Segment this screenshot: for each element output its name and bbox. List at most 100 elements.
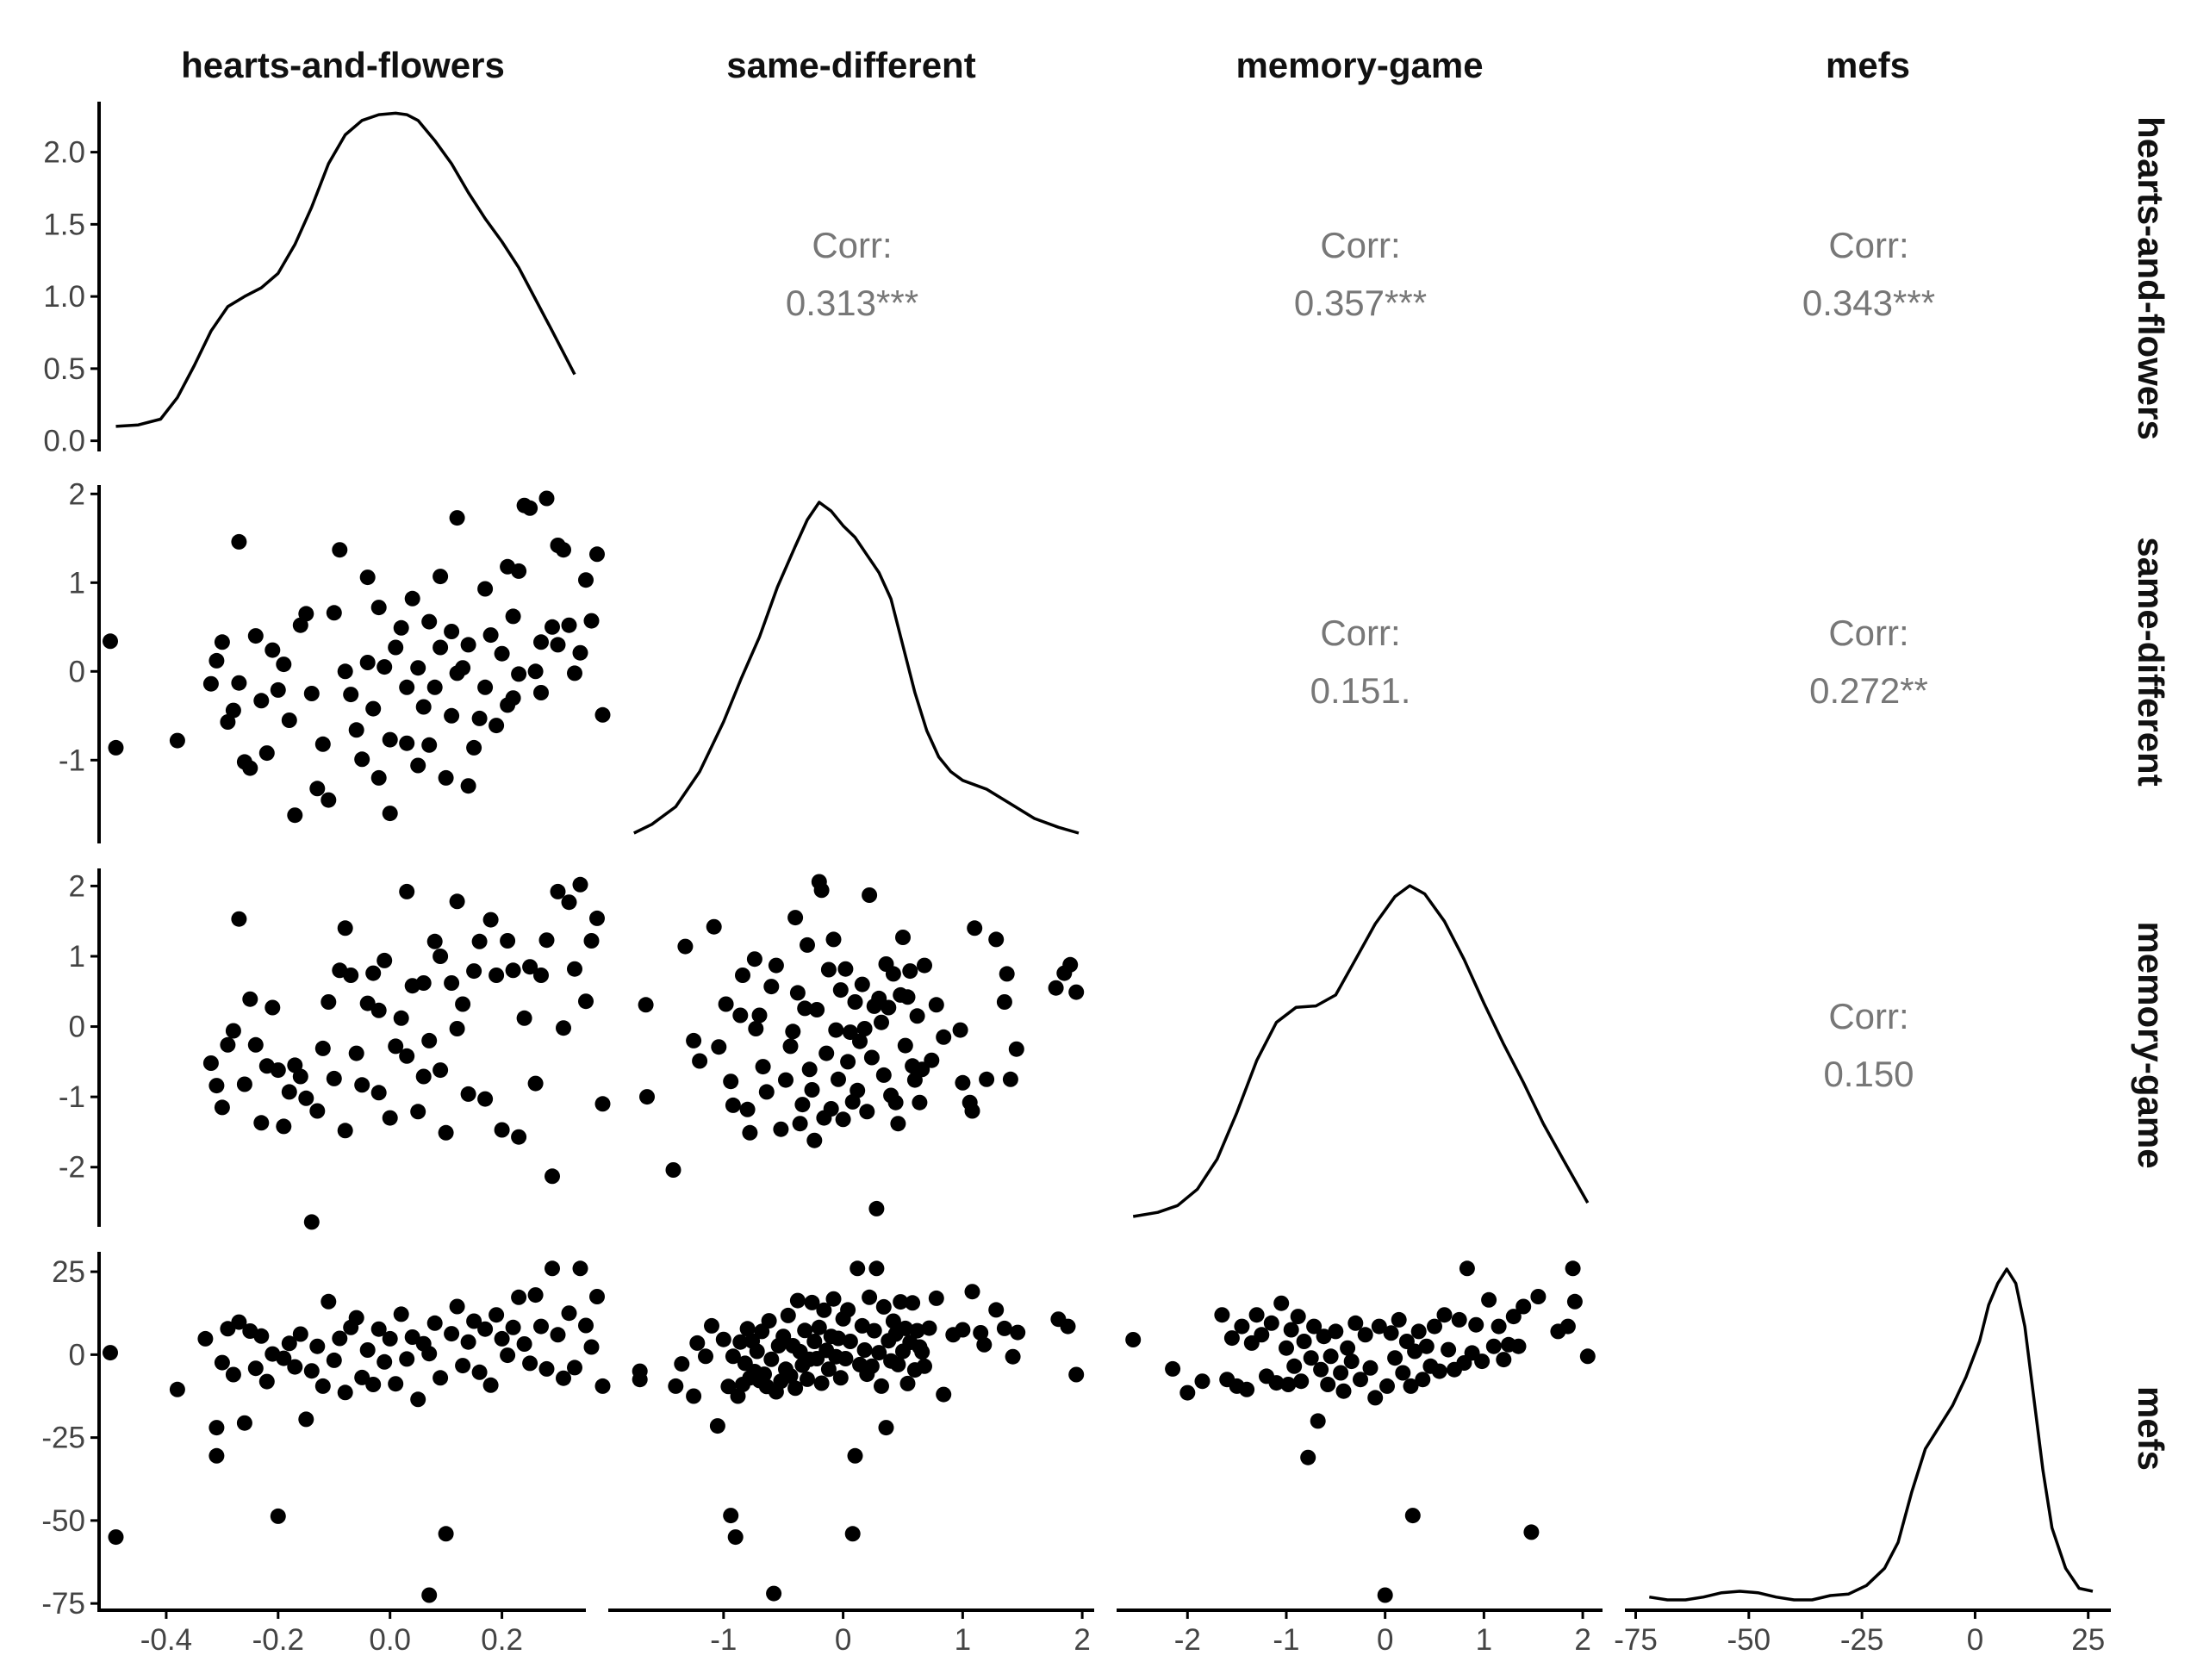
scatter-point xyxy=(837,1351,854,1366)
scatter-point xyxy=(1353,1372,1368,1388)
scatter-point xyxy=(589,546,605,563)
corr-label: Corr: xyxy=(1320,613,1400,653)
scatter-point xyxy=(874,1014,889,1030)
scatter-point xyxy=(1357,1327,1373,1343)
scatter-point xyxy=(236,1415,252,1431)
scatter-panel xyxy=(1125,1260,1596,1603)
y-tick-label: 0 xyxy=(69,1338,85,1372)
scatter-point xyxy=(1474,1353,1491,1370)
scatter-point xyxy=(287,807,303,824)
scatter-point xyxy=(348,1045,364,1061)
scatter-point xyxy=(1320,1377,1336,1392)
y-tick-label: 2 xyxy=(69,477,85,511)
scatter-point xyxy=(976,1336,993,1353)
scatter-point xyxy=(399,883,415,899)
scatter-point xyxy=(905,1295,921,1311)
scatter-point xyxy=(214,1099,230,1116)
scatter-point xyxy=(292,617,308,633)
scatter-point xyxy=(739,1101,756,1117)
scatter-point xyxy=(370,600,387,616)
corr-value: 0.357*** xyxy=(1294,283,1427,323)
scatter-point xyxy=(718,996,734,1012)
scatter-point xyxy=(556,1020,571,1036)
scatter-point xyxy=(844,1526,861,1542)
scatter-point xyxy=(1273,1295,1290,1311)
scatter-point xyxy=(399,735,415,751)
scatter-point xyxy=(214,634,230,650)
x-tick-label: 0 xyxy=(1967,1623,1983,1657)
scatter-point xyxy=(804,1082,820,1098)
scatter-point xyxy=(511,666,527,682)
scatter-point xyxy=(787,910,804,926)
scatter-point xyxy=(460,778,476,794)
scatter-point xyxy=(433,1370,449,1386)
scatter-point xyxy=(885,1313,901,1329)
scatter-point xyxy=(837,961,854,977)
scatter-point xyxy=(292,1068,308,1085)
scatter-point xyxy=(698,1348,713,1365)
scatter-point xyxy=(247,1036,264,1053)
scatter-point xyxy=(782,1038,799,1055)
scatter-point xyxy=(1280,1377,1297,1392)
scatter-point xyxy=(208,652,225,669)
scatter-point xyxy=(594,1096,611,1112)
scatter-point xyxy=(1303,1350,1319,1366)
scatter-point xyxy=(382,806,398,822)
scatter-point xyxy=(550,883,566,899)
scatter-panel xyxy=(638,874,1085,1216)
scatter-point xyxy=(902,963,918,980)
scatter-point xyxy=(298,1090,314,1106)
scatter-point xyxy=(715,1331,731,1347)
scatter-point xyxy=(477,1321,494,1337)
scatter-point xyxy=(433,949,449,964)
scatter-point xyxy=(449,1021,465,1036)
scatter-point xyxy=(852,1033,868,1049)
scatter-point xyxy=(303,1214,320,1230)
scatter-point xyxy=(421,1587,438,1603)
scatter-point xyxy=(421,613,438,630)
scatter-point xyxy=(220,1036,236,1053)
scatter-point xyxy=(421,737,438,753)
scatter-point xyxy=(996,994,1012,1010)
scatter-point xyxy=(1441,1341,1457,1358)
scatter-point xyxy=(359,655,376,670)
scatter-point xyxy=(270,1508,286,1524)
scatter-point xyxy=(382,1110,398,1126)
scatter-point xyxy=(725,1348,741,1365)
x-tick-label: 0.0 xyxy=(369,1623,411,1657)
scatter-point xyxy=(309,781,326,797)
scatter-point xyxy=(265,642,281,658)
scatter-point xyxy=(809,1002,825,1017)
scatter-point xyxy=(594,1378,611,1394)
scatter-point xyxy=(806,1334,823,1349)
scatter-point xyxy=(816,1302,832,1318)
scatter-point xyxy=(494,1330,510,1347)
scatter-point xyxy=(426,1315,443,1331)
scatter-point xyxy=(354,751,370,768)
scatter-point xyxy=(545,1168,560,1185)
scatter-point xyxy=(265,999,281,1016)
scatter-point xyxy=(298,1411,314,1428)
scatter-point xyxy=(337,663,353,680)
scatter-point xyxy=(208,1078,225,1094)
scatter-point xyxy=(326,605,342,621)
scatter-point xyxy=(895,930,911,945)
scatter-point xyxy=(231,1314,247,1330)
scatter-point xyxy=(1523,1524,1540,1540)
x-tick-label: 2 xyxy=(1074,1623,1090,1657)
scatter-point xyxy=(253,1115,270,1131)
scatter-panel xyxy=(202,876,611,1230)
x-tick-label: -1 xyxy=(1273,1623,1299,1657)
scatter-point xyxy=(850,1082,866,1098)
scatter-point xyxy=(856,1021,873,1036)
scatter-point xyxy=(755,1059,771,1075)
scatter-point xyxy=(850,1260,866,1277)
scatter-point xyxy=(1283,1322,1299,1338)
scatter-point xyxy=(863,1049,880,1066)
scatter-point xyxy=(756,1366,772,1383)
scatter-point xyxy=(225,1023,241,1039)
scatter-point xyxy=(674,1356,690,1372)
scatter-point xyxy=(253,1328,270,1344)
scatter-point xyxy=(749,1343,765,1360)
scatter-point xyxy=(782,1368,799,1384)
